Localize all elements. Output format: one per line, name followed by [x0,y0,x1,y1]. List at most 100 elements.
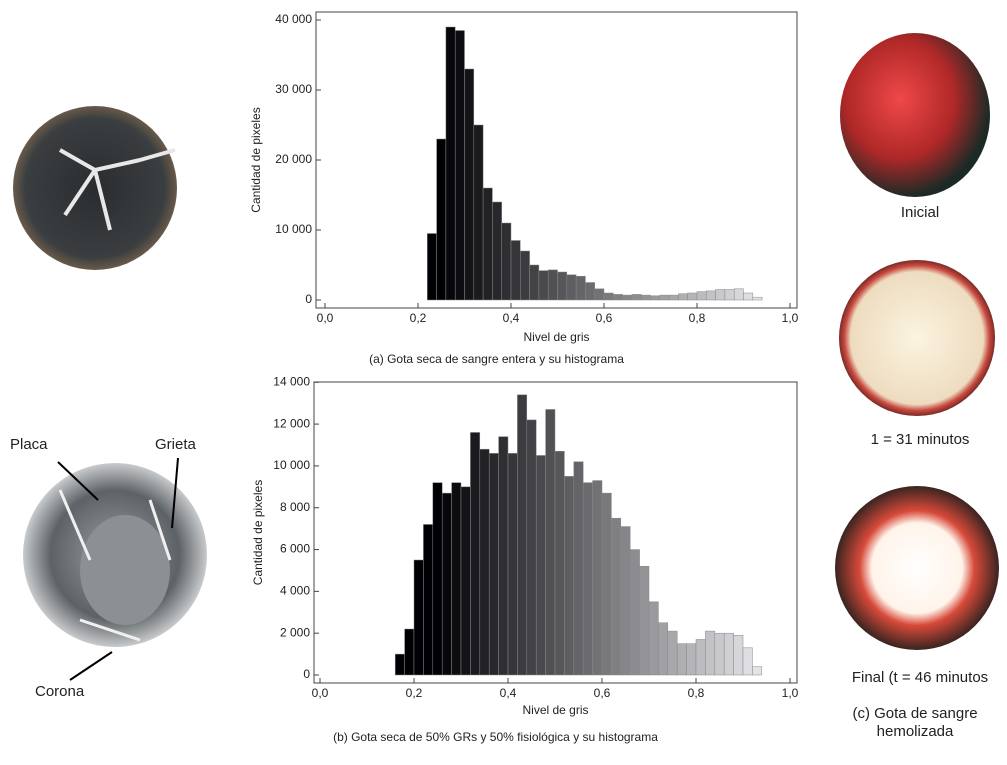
histogram-bar [460,486,471,676]
x-tick-label: 0,6 [594,686,611,700]
histogram-bar [705,630,716,676]
histogram-bar [752,666,763,676]
caption-c: (c) Gota de sangre [852,705,977,722]
stage-images [835,33,999,650]
y-tick-label: 4 000 [280,584,310,598]
label-grieta: Grieta [155,436,197,453]
histogram-bar [423,524,434,676]
x-tick-label: 1,0 [782,686,799,700]
drop-image-b [23,457,207,681]
histogram-bar [668,294,679,301]
histogram-bar [436,138,447,301]
histogram-bar [545,409,556,676]
histogram-bar [733,635,744,676]
x-axis-label: Nivel de gris [522,703,588,717]
x-tick-label: 0,6 [596,311,613,325]
y-tick-label: 8 000 [280,500,310,514]
x-tick-label: 0,4 [503,311,520,325]
y-tick-label: 6 000 [280,542,310,556]
caption-c: hemolizada [877,723,954,740]
histogram-bar [714,632,725,676]
histogram-bar [464,68,475,301]
histogram-bar [582,482,593,676]
histogram-bar [451,482,462,676]
histogram-bar [658,622,669,676]
histogram-bar [622,294,633,301]
histogram-bar [686,643,697,676]
histogram-bar [573,461,584,676]
histogram-bar [752,296,763,301]
x-tick-label: 0,2 [406,686,423,700]
histogram-bar [526,419,537,676]
x-tick-label: 0,0 [312,686,329,700]
histogram-bar [575,275,586,301]
histogram-bar [529,264,540,301]
stage-label: 1 = 31 minutos [871,431,970,448]
histogram-bar [413,559,424,676]
stage-label: Inicial [901,204,939,221]
histogram-bar [659,294,670,301]
histogram-bar [687,292,698,301]
histogram-bar [517,394,528,676]
histogram-bar [648,601,659,676]
histogram-bar [432,482,443,676]
x-axis-label: Nivel de gris [523,330,589,344]
histogram-bar [492,201,502,301]
histogram-bar [427,233,437,301]
histogram-bar [650,295,661,301]
y-tick-label: 10 000 [273,458,310,472]
histogram-bar [629,549,640,676]
histogram-bar [733,288,744,301]
histogram-bar [620,526,631,676]
x-tick-label: 0,8 [689,311,706,325]
histogram-bar [404,628,415,676]
histogram-bar [564,476,575,676]
histogram-bar [585,282,595,301]
histogram-bar [603,292,614,301]
plot-frame [313,381,798,684]
histogram-bar [566,274,577,301]
histogram-bar [706,290,716,301]
histogram-bar [479,448,490,676]
histogram-bar [676,643,687,676]
histogram-bar [507,453,518,676]
histogram-bar [611,517,622,676]
label-corona: Corona [35,683,85,700]
histogram-bar [695,639,706,676]
y-tick-label: 2 000 [280,625,310,639]
label-placa: Placa [10,436,48,453]
histogram-bar [394,653,405,676]
y-axis-label: Cantidad de pixeles [249,107,263,212]
stage-label: Final (t = 46 minutos [852,669,988,686]
y-axis-label: Cantidad de pixeles [251,480,265,585]
y-tick-label: 10 000 [275,222,312,236]
histogram-bar [510,240,521,301]
caption: (b) Gota seca de 50% GRs y 50% fisiológi… [333,730,658,744]
x-tick-label: 0,8 [688,686,705,700]
x-tick-label: 0,0 [317,311,334,325]
histogram-bar [538,270,549,301]
plot-frame [315,11,798,309]
y-tick-label: 12 000 [273,416,310,430]
histogram-bar [473,124,484,301]
histogram-bar [601,492,612,676]
histogram-bar [482,187,493,301]
y-tick-label: 14 000 [273,374,310,388]
y-tick-label: 40 000 [275,12,312,26]
histogram-bar [520,250,530,301]
histogram-bar [498,436,509,676]
histogram-bar [441,492,452,676]
histogram-bar [640,294,651,301]
histogram-bar [592,480,603,676]
histogram-bar [501,222,512,301]
histogram-bar [723,632,734,676]
histogram-bar [535,455,546,676]
histogram-bar [470,432,481,676]
histogram-bar [724,289,735,301]
x-tick-label: 1,0 [782,311,799,325]
histogram-bar [454,30,465,301]
caption: (a) Gota seca de sangre entera y su hist… [369,352,624,366]
histogram-bar [696,291,707,301]
histogram-bar [445,26,456,301]
